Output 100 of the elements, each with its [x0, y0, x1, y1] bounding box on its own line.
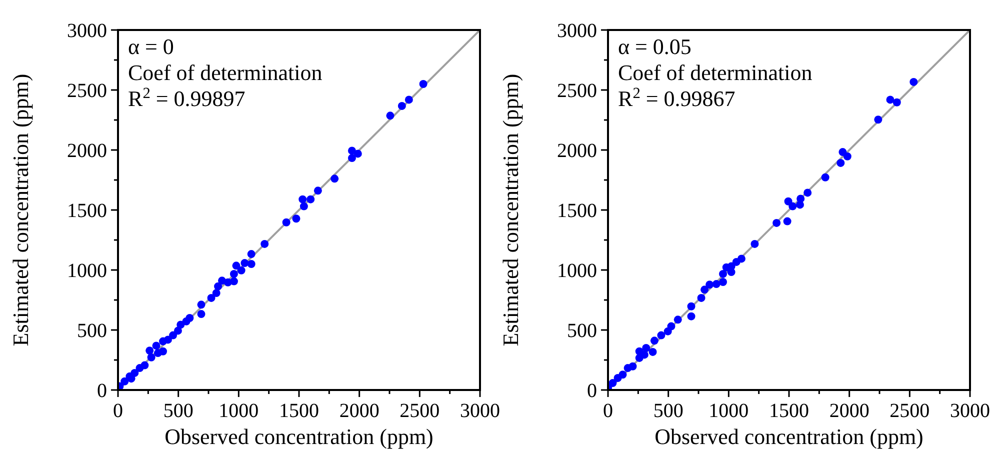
point — [667, 322, 676, 330]
point — [197, 310, 206, 318]
point — [836, 158, 845, 167]
point — [169, 331, 178, 340]
point — [750, 240, 759, 248]
point — [687, 302, 696, 310]
annotation: R$^{2}$ = 0.99897 — [128, 84, 246, 111]
y-tick-label: 1000 — [557, 260, 597, 282]
point — [207, 294, 216, 302]
point — [240, 259, 249, 268]
point — [635, 347, 644, 356]
point — [419, 80, 428, 88]
x-tick-label: 2500 — [890, 400, 930, 422]
x-tick-label: 1500 — [769, 400, 809, 422]
x-tick-label: 1000 — [708, 400, 749, 422]
annotation: Coef of determination — [618, 60, 812, 85]
x-tick-label: 1000 — [218, 400, 259, 422]
point — [796, 194, 805, 203]
y-tick-label: 3000 — [67, 20, 107, 42]
point — [772, 218, 781, 227]
annotation: α = 0.05 — [618, 34, 692, 59]
x-tick-label: 0 — [603, 400, 613, 422]
y-tick-label: 500 — [77, 320, 107, 342]
point — [197, 300, 206, 309]
point — [697, 294, 706, 302]
y-tick-label: 2000 — [557, 140, 597, 162]
point — [247, 250, 256, 258]
y-tick-label: 0 — [587, 380, 597, 402]
point — [674, 316, 682, 324]
y-tick-label: 2500 — [67, 80, 107, 102]
point — [737, 254, 746, 263]
point — [712, 280, 720, 288]
point — [910, 78, 918, 86]
x-tick-label: 0 — [113, 400, 123, 422]
point — [232, 262, 240, 270]
point — [642, 344, 650, 352]
point — [300, 202, 308, 210]
point — [838, 148, 847, 156]
point — [404, 96, 413, 104]
point — [186, 314, 194, 322]
point — [174, 326, 182, 335]
point — [718, 270, 727, 278]
annotation: α = 0 — [128, 34, 174, 59]
y-tick-label: 0 — [97, 380, 107, 402]
point — [804, 188, 812, 197]
x-tick-label: 2000 — [829, 400, 870, 422]
point — [306, 195, 315, 204]
y-axis-title: Estimated concentration (ppm) — [8, 74, 33, 346]
y-tick-label: 2000 — [67, 140, 107, 162]
point — [348, 146, 356, 155]
point — [230, 270, 238, 278]
point — [398, 102, 406, 110]
point — [618, 370, 627, 379]
point — [628, 362, 637, 370]
point — [298, 195, 307, 204]
point — [146, 346, 154, 355]
y-tick-label: 2500 — [557, 80, 597, 102]
point — [230, 277, 238, 286]
point — [650, 336, 658, 345]
point — [892, 98, 901, 106]
x-tick-label: 2000 — [339, 400, 380, 422]
annotation: R$^{2}$ = 0.99867 — [618, 84, 736, 111]
point — [164, 336, 172, 344]
point — [130, 368, 139, 377]
point — [700, 286, 709, 294]
annotation: Coef of determination — [128, 60, 322, 85]
point — [260, 240, 269, 248]
point — [706, 280, 714, 289]
point — [237, 266, 246, 274]
point — [147, 353, 156, 362]
point — [784, 197, 792, 206]
point — [648, 348, 657, 356]
point — [159, 347, 168, 356]
y-tick-label: 500 — [567, 320, 597, 342]
point — [783, 217, 792, 226]
point — [176, 320, 185, 329]
point — [120, 377, 129, 386]
point — [348, 154, 356, 162]
point — [330, 174, 339, 183]
point — [292, 214, 300, 223]
point — [140, 361, 149, 370]
point — [214, 282, 222, 290]
y-tick-label: 3000 — [557, 20, 597, 42]
y-axis-title: Estimated concentration (ppm) — [498, 74, 523, 346]
x-tick-label: 500 — [163, 400, 194, 422]
point — [608, 379, 617, 388]
y-tick-label: 1500 — [557, 200, 597, 222]
point — [354, 150, 362, 158]
point — [886, 96, 894, 104]
y-tick-label: 1000 — [67, 260, 107, 282]
y-tick-label: 1500 — [67, 200, 107, 222]
point — [212, 289, 220, 298]
point — [152, 342, 160, 350]
x-tick-label: 1500 — [279, 400, 319, 422]
x-tick-label: 2500 — [400, 400, 440, 422]
point — [874, 116, 882, 124]
x-tick-label: 3000 — [460, 400, 500, 422]
point — [247, 260, 256, 268]
point — [657, 331, 666, 340]
point — [386, 112, 394, 120]
